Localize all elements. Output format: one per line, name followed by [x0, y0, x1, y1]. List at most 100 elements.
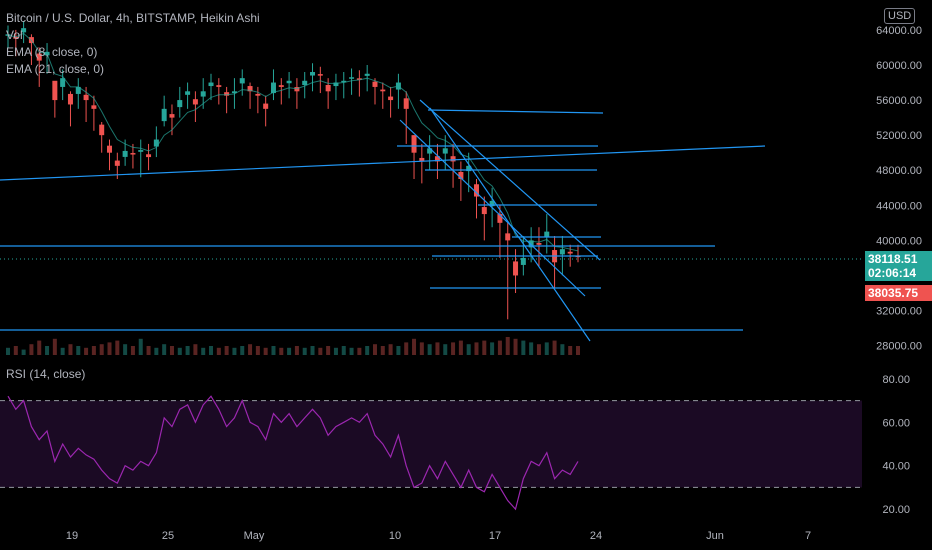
candle-body [473, 184, 479, 197]
volume-bar [99, 344, 104, 355]
candle-body [200, 91, 206, 97]
time-axis-label: 24 [590, 530, 602, 542]
price-axis-label: 64000.00 [876, 25, 922, 37]
time-axis-label: 7 [805, 530, 811, 542]
volume-bar [271, 346, 276, 355]
candle-body [208, 82, 214, 87]
time-axis-label: 10 [389, 530, 401, 542]
last-price-tag: 38118.51 02:06:14 [865, 251, 932, 281]
volume-bar [84, 347, 89, 355]
volume-bar [396, 346, 401, 355]
candle-body [239, 78, 245, 84]
volume-bar [255, 346, 260, 355]
volume-bar [240, 346, 245, 355]
time-axis-label: May [244, 530, 265, 542]
candle-body [91, 105, 97, 109]
candle-body [536, 243, 542, 245]
ema-fast-legend: EMA (8, close, 0) [6, 45, 98, 59]
candle-body [130, 153, 136, 155]
volume-bar [388, 344, 393, 355]
price-axis-label: 40000.00 [876, 235, 922, 247]
candle-body [114, 160, 120, 166]
candle-body [67, 93, 73, 105]
candle-body [231, 91, 237, 94]
candle-body [302, 80, 308, 85]
rsi-legend: RSI (14, close) [6, 367, 86, 381]
candle-body [177, 100, 183, 108]
volume-bar [419, 342, 424, 355]
currency-badge[interactable]: USD [884, 8, 916, 24]
candle-body [403, 98, 409, 109]
candle-body [567, 251, 573, 254]
candle-body [364, 73, 370, 76]
rsi-axis-label: 60.00 [882, 417, 910, 429]
price-axis-label: 28000.00 [876, 341, 922, 353]
volume-bar [326, 346, 331, 355]
candle-body [107, 145, 113, 153]
candle-body [317, 74, 323, 76]
time-axis-label: 17 [489, 530, 501, 542]
candle-body [263, 103, 269, 109]
volume-bar [21, 349, 26, 355]
volume-bar [380, 346, 385, 355]
candle-body [450, 156, 456, 162]
candle-body [520, 257, 526, 265]
candle-body [411, 135, 417, 153]
volume-bar [130, 346, 135, 355]
candle-body [434, 156, 440, 162]
volume-bar [91, 346, 96, 355]
candle-body [216, 85, 222, 87]
volume-bar [216, 347, 221, 355]
volume-bar [568, 346, 573, 355]
volume-bar [263, 347, 268, 355]
trendline [399, 119, 586, 297]
candle-body [489, 200, 495, 207]
volume-bar [412, 338, 417, 355]
volume-bar [544, 342, 549, 355]
candle-body [427, 148, 433, 154]
price-axis-label: 60000.00 [876, 60, 922, 72]
volume-bar [310, 346, 315, 355]
volume-bar [497, 340, 502, 355]
volume-bar [365, 346, 370, 355]
volume-bar [45, 346, 50, 355]
volume-bar [13, 346, 18, 355]
candle-body [458, 171, 464, 179]
volume-legend: Vol [6, 28, 23, 42]
ema-line [7, 32, 579, 252]
candle-body [442, 148, 448, 154]
volume-bar [560, 344, 565, 355]
candle-body [5, 34, 11, 36]
volume-bar [466, 344, 471, 355]
candle-body [497, 214, 503, 223]
volume-bar [458, 340, 463, 355]
time-axis-label: Jun [706, 530, 724, 542]
price-axis-label: 52000.00 [876, 130, 922, 142]
volume-bar [6, 347, 10, 355]
volume-bar [435, 342, 440, 355]
volume-bar [287, 347, 292, 355]
price-axis-label: 32000.00 [876, 306, 922, 318]
volume-bar [115, 340, 120, 355]
volume-bar [529, 342, 534, 355]
candle-body [247, 86, 253, 92]
candle-body [372, 81, 378, 87]
candle-body [52, 80, 58, 101]
volume-bar [536, 344, 541, 355]
symbol-title: Bitcoin / U.S. Dollar, 4h, BITSTAMP, Hei… [6, 11, 260, 25]
candle-body [513, 261, 519, 276]
ema-slow-legend: EMA (21, close, 0) [6, 62, 105, 76]
volume-bar [52, 338, 57, 355]
candle-body [528, 240, 534, 248]
volume-bar [443, 344, 448, 355]
volume-bar [482, 340, 487, 355]
candle-body [21, 28, 27, 33]
volume-bar [37, 340, 42, 355]
candle-body [325, 84, 331, 92]
volume-bar [193, 344, 198, 355]
volume-bar [513, 338, 518, 355]
candle-body [255, 93, 261, 96]
price-axis-label: 56000.00 [876, 95, 922, 107]
candle-body [481, 207, 487, 215]
